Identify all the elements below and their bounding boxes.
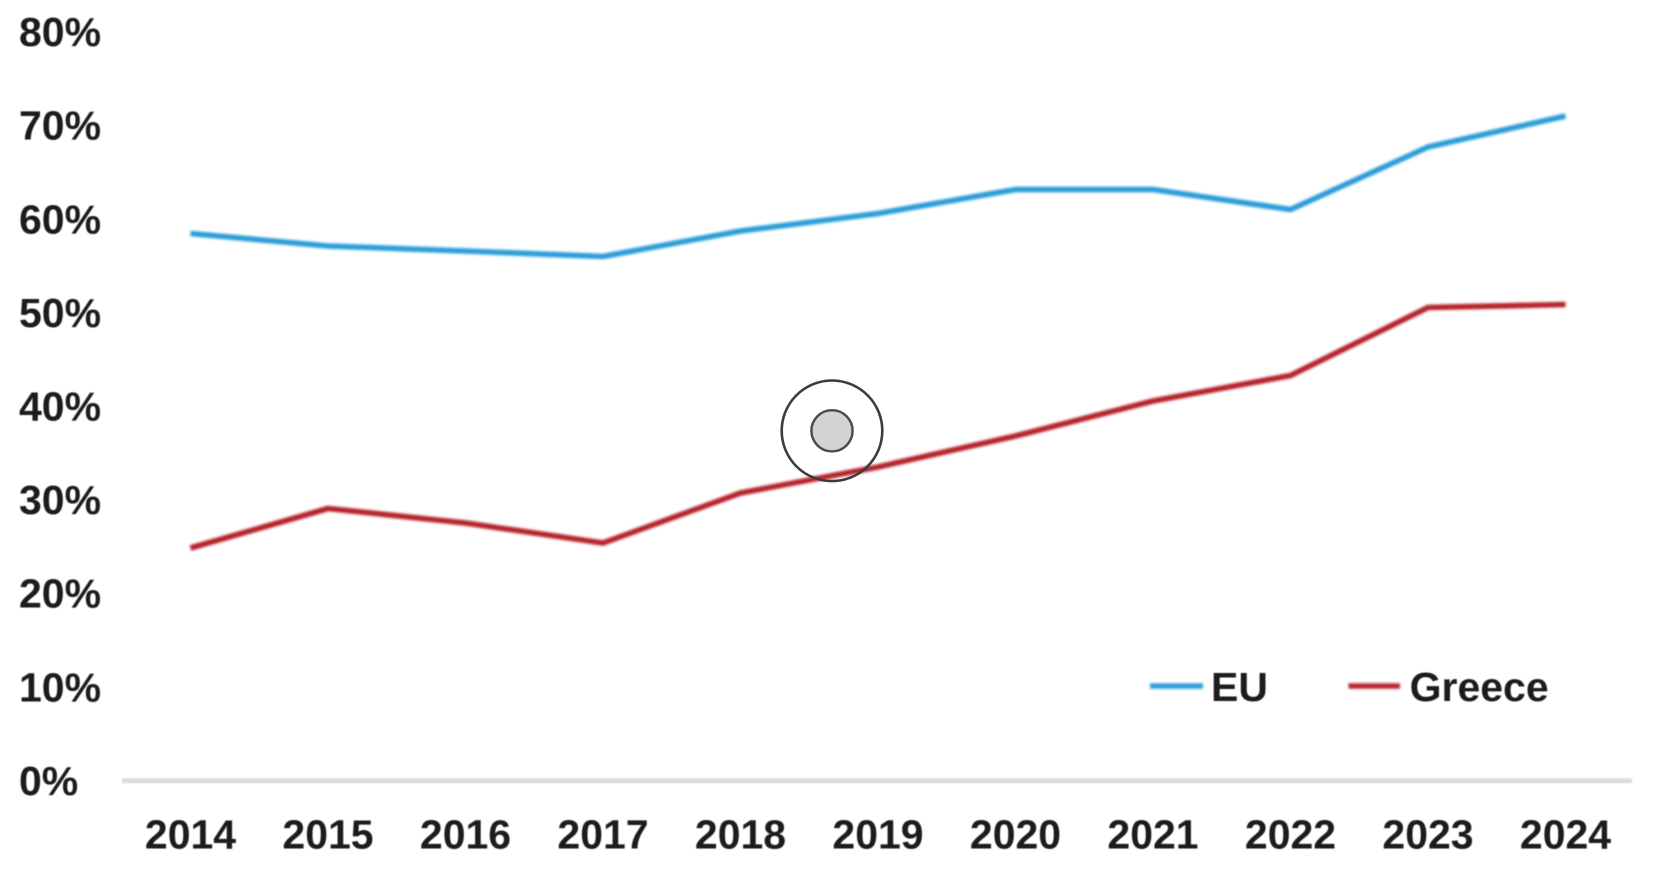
svg-text:2014: 2014: [145, 812, 236, 858]
svg-text:0%: 0%: [19, 758, 78, 804]
svg-text:2018: 2018: [695, 812, 786, 858]
svg-text:40%: 40%: [19, 384, 101, 430]
svg-text:2021: 2021: [1107, 812, 1198, 858]
svg-text:2017: 2017: [557, 812, 648, 858]
svg-text:2023: 2023: [1382, 812, 1473, 858]
svg-text:2015: 2015: [282, 812, 373, 858]
svg-text:10%: 10%: [19, 664, 101, 710]
svg-text:EU: EU: [1211, 664, 1268, 710]
svg-text:2019: 2019: [832, 812, 923, 858]
svg-text:2022: 2022: [1245, 812, 1336, 858]
svg-text:2024: 2024: [1520, 812, 1611, 858]
svg-text:Greece: Greece: [1410, 664, 1549, 710]
svg-text:2016: 2016: [420, 812, 511, 858]
svg-text:60%: 60%: [19, 196, 101, 242]
svg-text:80%: 80%: [19, 9, 101, 55]
svg-text:2020: 2020: [970, 812, 1061, 858]
svg-text:70%: 70%: [19, 103, 101, 149]
svg-text:50%: 50%: [19, 290, 101, 336]
svg-text:30%: 30%: [19, 477, 101, 523]
svg-text:20%: 20%: [19, 571, 101, 617]
